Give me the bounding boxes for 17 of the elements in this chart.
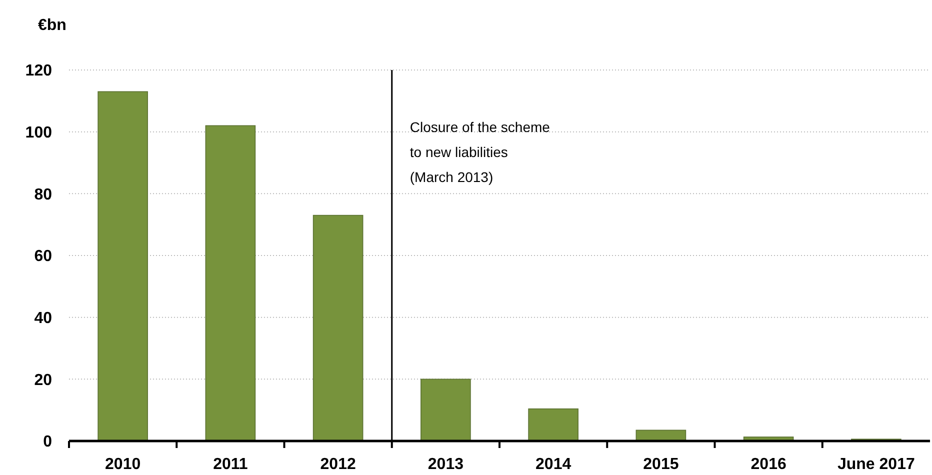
y-tick-label: 100 <box>25 124 52 142</box>
x-tick-label: 2011 <box>213 456 248 473</box>
x-tick-label: 2015 <box>643 456 679 473</box>
x-tick-label: June 2017 <box>837 456 915 473</box>
y-tick-label: 80 <box>34 186 52 204</box>
x-tick-label: 2013 <box>428 456 464 473</box>
y-tick-label: 40 <box>34 310 52 327</box>
x-tick-label: 2012 <box>320 456 356 473</box>
y-tick-label: 60 <box>34 248 52 266</box>
y-tick-label: 0 <box>43 434 52 451</box>
x-tick-label: 2016 <box>750 456 786 473</box>
x-tick-label: 2010 <box>105 456 141 473</box>
ref-line-label: Closure of the scheme to new liabilities (March 2013) <box>410 118 550 185</box>
y-tick-label: 20 <box>34 372 52 389</box>
y-axis-title: €bn <box>38 17 66 34</box>
y-tick-label: 120 <box>25 62 52 80</box>
x-tick-label: 2014 <box>536 456 572 473</box>
